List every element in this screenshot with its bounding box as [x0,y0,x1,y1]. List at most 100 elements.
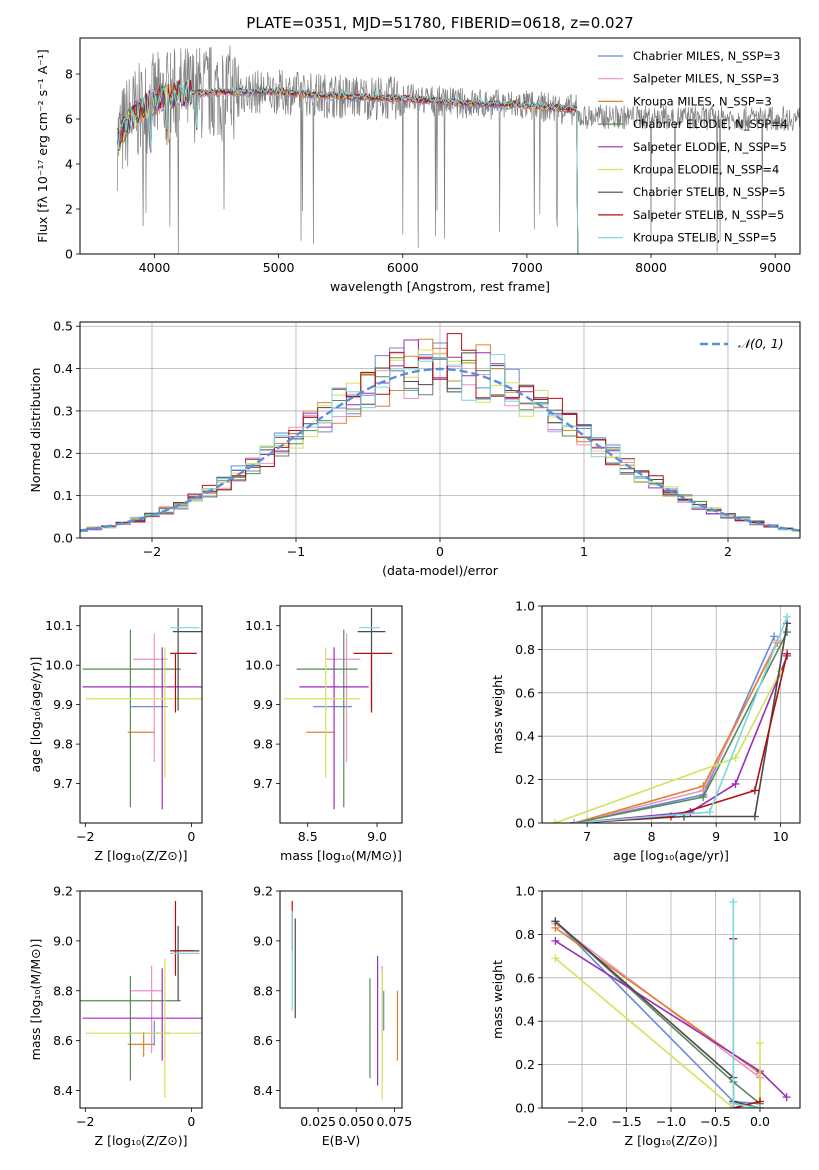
y-tick-label: 0.0 [515,816,535,831]
y-tick-label: 9.8 [53,737,73,752]
weight-marker [550,819,559,823]
age-vs-mass-panel: 8.5 9.0 9.7 9.8 9.9 10.0 10.1 mass [log₁₀(M/M⊙)… [245,605,403,863]
plot-area [80,333,800,532]
y-tick-label: 0.3 [53,403,73,418]
y-tick-label: 9.8 [253,737,273,752]
normal-curve [80,367,800,532]
weight-marker [783,649,792,658]
data-point [85,958,202,1099]
y-tick-label: 9.7 [53,776,73,791]
y-tick-label: 0.4 [515,729,535,744]
data-point [299,647,369,810]
weight-marker [750,812,759,821]
legend: Chabrier MILES, N_SSP=3 Salpeter MILES, N… [598,49,788,245]
weight-marker [755,1104,764,1108]
y-tick-label: 10.0 [45,658,73,673]
data-point [325,633,361,762]
y-tick-label: 9.0 [253,933,273,948]
weight-marker [770,632,779,641]
x-tick-label: 6000 [387,260,419,275]
x-axis-label: age [log₁₀(age/yr)] [613,848,729,863]
data-point [127,1031,155,1057]
x-axis-label: Z [log₁₀(Z/Z⊙)] [95,1133,188,1148]
y-tick-label: 0.0 [515,1101,535,1116]
weight-series-line [554,957,761,1108]
residuals-panel: −2 −1 0 1 2 0.0 0.1 0.2 0.3 0.4 0.5 (data-model)/er… [28,319,801,578]
age-vs-metallicity-panel: −2 0 9.7 9.8 9.9 10.0 10.1 Z [log₁₀(Z/Z⊙)] age [… [28,605,203,863]
legend-label: Salpeter MILES, N_SSP=3 [633,72,779,86]
weight-marker [755,1038,764,1047]
plot-area [82,607,202,810]
axes-frame [79,321,801,539]
legend-label: 𝒩(0, 1) [738,336,784,351]
plot-area [291,900,399,1101]
y-tick-label: 0.2 [53,446,73,461]
y-tick-label: 9.7 [253,776,273,791]
weight-marker [783,612,792,621]
residual-histogram [80,333,800,532]
y-axis-label: age [log₁₀(age/yr)] [28,657,43,773]
weight-marker [782,1093,791,1102]
x-tick-label: 1 [580,544,588,559]
y-tick-label: 2 [65,202,73,217]
legend-label: Kroupa MILES, N_SSP=3 [633,94,772,108]
y-tick-label: 10.1 [245,618,273,633]
model-spectrum-line [116,79,579,254]
x-tick-label: −2 [143,544,161,559]
weight-marker [729,897,738,906]
y-tick-label: 10.0 [245,658,273,673]
weight-series-line [554,922,761,1108]
model-spectrum-line [116,86,579,254]
y-tick-label: 8.4 [253,1083,273,1098]
data-point [82,968,202,1061]
y-tick-label: 0.1 [53,488,73,503]
x-axis-label: (data-model)/error [382,563,499,578]
y-tick-label: 0.6 [515,970,535,985]
weight-marker [667,812,675,821]
data-point [130,965,163,1054]
x-tick-label: 10 [773,829,789,844]
y-tick-label: 8 [65,67,73,82]
legend-label: Salpeter ELODIE, N_SSP=5 [633,140,787,154]
observed-spectrum [116,45,800,254]
y-tick-label: 0 [65,247,73,262]
y-tick-label: 1.0 [515,884,535,899]
axes-frame [79,37,801,255]
weight-marker [731,753,740,762]
x-tick-label: 7000 [511,260,543,275]
data-point [82,629,181,808]
x-tick-label: 8000 [635,260,667,275]
x-tick-label: 9000 [759,260,791,275]
x-tick-label: 0.0 [750,1114,770,1129]
legend: 𝒩(0, 1) [700,336,784,351]
y-tick-label: 9.9 [53,697,73,712]
weight-series-line [554,927,761,1108]
y-tick-label: 8.8 [253,983,273,998]
data-point [296,629,358,808]
y-axis-label: mass weight [490,675,505,754]
weight-series-line [732,938,761,1108]
weight-marker [699,792,708,801]
y-tick-label: 0.4 [515,1014,535,1029]
plot-area [550,612,792,823]
x-tick-label: 7 [583,829,591,844]
weight-vs-age-panel: 7 8 9 10 0.0 0.2 0.4 0.6 0.8 1.0 age [log₁₀(age/yr… [490,599,801,863]
data-point [284,647,361,778]
x-tick-label: −0.5 [700,1114,730,1129]
y-tick-label: 0.8 [515,642,535,657]
weight-series-line [574,640,779,823]
weight-marker [551,917,560,926]
x-tick-label: 0 [187,829,195,844]
weight-marker [731,779,740,788]
y-tick-label: 1.0 [515,599,535,614]
x-tick-label: 0.075 [376,1114,412,1129]
x-tick-label: 5000 [263,260,295,275]
x-tick-label: −2.0 [567,1114,597,1129]
legend-label: Kroupa STELIB, N_SSP=5 [633,231,777,245]
axes-frame [541,890,801,1109]
weight-marker [705,808,714,817]
y-tick-label: 9.0 [53,933,73,948]
x-tick-label: 8.5 [298,829,318,844]
y-axis-label: mass weight [490,960,505,1039]
weight-marker [750,786,759,795]
